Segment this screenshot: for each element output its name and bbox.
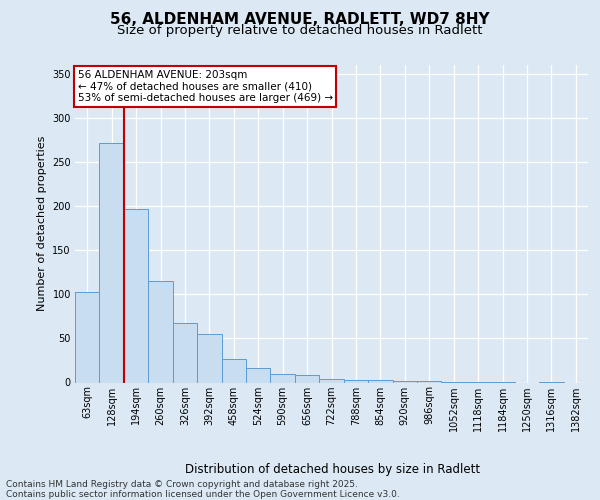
Text: Distribution of detached houses by size in Radlett: Distribution of detached houses by size … [185,463,481,476]
Bar [295,376,319,382]
Bar [271,374,295,382]
Bar [246,368,271,382]
Text: Contains HM Land Registry data © Crown copyright and database right 2025.
Contai: Contains HM Land Registry data © Crown c… [6,480,400,499]
Bar [100,142,124,382]
Bar [173,324,197,382]
Bar [344,380,368,382]
Bar [417,380,442,382]
Bar [124,209,148,382]
Bar [148,281,173,382]
Bar [368,380,392,382]
Bar [221,358,246,382]
Text: Size of property relative to detached houses in Radlett: Size of property relative to detached ho… [117,24,483,37]
Text: 56 ALDENHAM AVENUE: 203sqm
← 47% of detached houses are smaller (410)
53% of sem: 56 ALDENHAM AVENUE: 203sqm ← 47% of deta… [77,70,332,103]
Bar [197,334,221,382]
Bar [392,380,417,382]
Y-axis label: Number of detached properties: Number of detached properties [37,136,47,312]
Bar [319,379,344,382]
Bar [75,292,100,382]
Text: 56, ALDENHAM AVENUE, RADLETT, WD7 8HY: 56, ALDENHAM AVENUE, RADLETT, WD7 8HY [110,12,490,28]
